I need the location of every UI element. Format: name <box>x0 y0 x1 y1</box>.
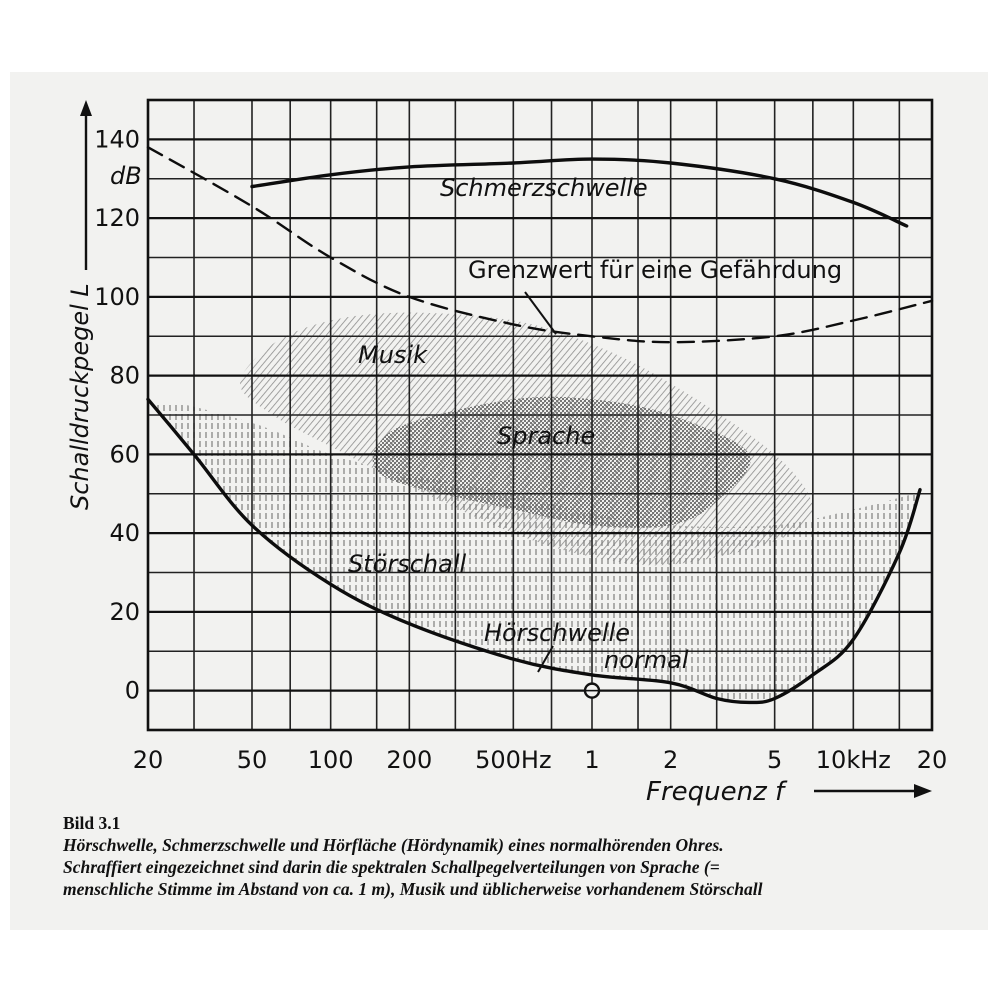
caption-label: Bild 3.1 <box>63 813 121 833</box>
x-tick-label-7: 5 <box>767 746 782 774</box>
x-axis-arrow-head <box>914 784 932 798</box>
leader-hoer <box>537 645 554 673</box>
y-tick-label-120: 120 <box>94 204 140 232</box>
y-tick-label-40: 40 <box>109 519 140 547</box>
x-tick-label-8: 10kHz <box>816 746 891 774</box>
figure-caption: Bild 3.1 Hörschwelle, Schmerzschwelle un… <box>63 812 963 900</box>
annotation-hoerschwelle: Hörschwelle <box>484 619 630 647</box>
series-line-1 <box>146 146 934 344</box>
y-axis-title: Schalldruckpegel L <box>66 283 94 510</box>
x-tick-label-0: 20 <box>133 746 164 774</box>
annotation-musik: Musik <box>358 341 428 369</box>
annotation-normal: normal <box>604 646 689 674</box>
x-tick-label-5: 1 <box>584 746 599 774</box>
x-tick-label-9: 20 <box>917 746 948 774</box>
plot-frame <box>146 98 934 732</box>
series-line-0 <box>250 157 909 228</box>
y-tick-label-80: 80 <box>109 362 140 390</box>
annotation-sprache: Sprache <box>497 422 595 450</box>
series-line-2 <box>146 397 922 705</box>
y-unit-label: dB <box>110 162 142 190</box>
annotation-stoerschall: Störschall <box>348 550 466 578</box>
annotation-grenzwert: Grenzwert für eine Gefährdung <box>468 256 842 284</box>
region-stoerschall <box>156 402 922 701</box>
y-tick-label-60: 60 <box>109 440 140 468</box>
x-tick-label-6: 2 <box>663 746 678 774</box>
x-tick-label-4: 500Hz <box>475 746 551 774</box>
x-axis-title: Frequenz f <box>646 777 788 807</box>
x-tick-label-2: 100 <box>308 746 354 774</box>
y-axis-arrow-head <box>80 100 92 116</box>
y-tick-label-0: 0 <box>125 677 140 705</box>
region-sprache <box>372 396 751 528</box>
annotation-schmerzschwelle: Schmerzschwelle <box>440 174 648 202</box>
y-tick-label-100: 100 <box>94 283 140 311</box>
x-tick-label-3: 200 <box>386 746 432 774</box>
y-tick-label-20: 20 <box>109 598 140 626</box>
caption-line-2: Schraffiert eingezeichnet sind darin die… <box>63 857 720 877</box>
caption-line-1: Hörschwelle, Schmerzschwelle und Hörfläc… <box>63 835 724 855</box>
x-tick-label-1: 50 <box>237 746 268 774</box>
y-tick-label-140: 140 <box>94 125 140 153</box>
caption-line-3: menschliche Stimme im Abstand von ca. 1 … <box>63 879 763 899</box>
leader-grenz <box>524 291 557 335</box>
